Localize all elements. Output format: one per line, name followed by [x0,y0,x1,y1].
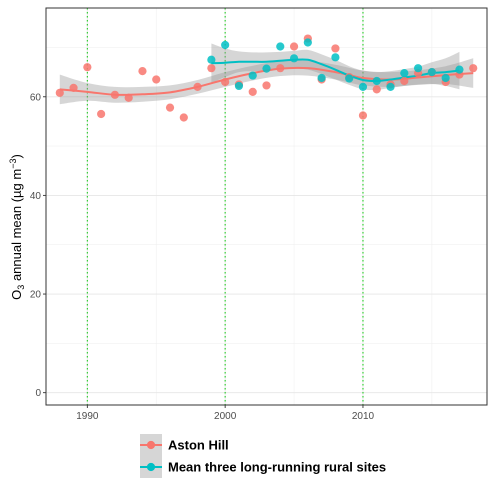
legend-key-point [146,462,156,472]
y-axis-title-subscript: 3 [16,285,26,290]
data-point-series-1 [152,75,161,84]
data-point-series-1 [289,42,299,51]
data-point-series-2 [400,68,409,78]
panel-border [45,7,488,406]
y-tick-label: 20 [30,290,42,301]
x-tick-label: 2000 [214,411,237,422]
y-axis-title-superscript: −3 [8,159,18,169]
y-tick-label: 0 [35,388,41,399]
data-point-series-2 [221,40,230,50]
legend-label: Mean three long-running rural sites [168,460,386,475]
data-point-series-2 [331,53,340,62]
data-point-series-1 [207,64,216,73]
plot-panel [46,8,487,405]
data-point-series-2 [317,73,326,83]
data-point-series-2 [372,76,381,86]
data-point-series-2 [427,68,436,77]
data-point-series-1 [262,81,271,90]
legend: Aston Hill Mean three long-running rural … [140,434,386,478]
data-point-series-2 [386,82,395,92]
data-point-series-1 [165,103,175,112]
data-point-series-2 [413,64,423,73]
y-axis-title: O3 annual mean (µg m−3) [8,154,26,300]
data-point-series-1 [179,113,188,122]
x-tick-label: 2010 [352,411,375,422]
data-point-series-1 [55,88,64,97]
x-tick-label: 1990 [76,411,99,422]
data-point-series-2 [455,65,464,74]
data-point-series-1 [138,67,147,76]
data-point-series-2 [207,55,216,64]
legend-label: Aston Hill [168,438,229,453]
data-point-series-1 [276,64,285,73]
data-point-series-1 [358,111,368,120]
data-point-series-1 [69,83,78,92]
y-tick-label: 60 [30,92,42,103]
data-point-series-1 [331,44,340,53]
data-point-series-2 [303,38,312,47]
data-point-series-2 [345,74,354,83]
data-point-series-2 [289,54,299,63]
data-point-series-1 [124,93,133,102]
data-point-series-1 [248,87,257,96]
data-point-series-2 [262,64,271,73]
data-point-series-1 [372,85,381,94]
y-axis-title-middle: annual mean (µg m [9,169,24,285]
data-point-series-1 [400,76,409,86]
data-point-series-1 [97,109,106,119]
data-point-series-1 [83,63,92,72]
data-point-series-2 [358,82,368,92]
data-point-series-1 [110,90,120,99]
data-point-series-2 [441,73,450,83]
data-point-series-2 [248,71,257,80]
data-point-series-2 [276,42,285,51]
data-point-series-2 [234,81,244,91]
data-point-series-1 [469,64,478,73]
data-point-series-1 [193,82,202,92]
y-tick-label: 40 [30,191,42,202]
y-axis-title-end: ) [9,154,24,158]
legend-key-point [146,440,156,450]
data-point-series-1 [221,77,230,87]
y-axis-title-base: O [9,290,24,300]
